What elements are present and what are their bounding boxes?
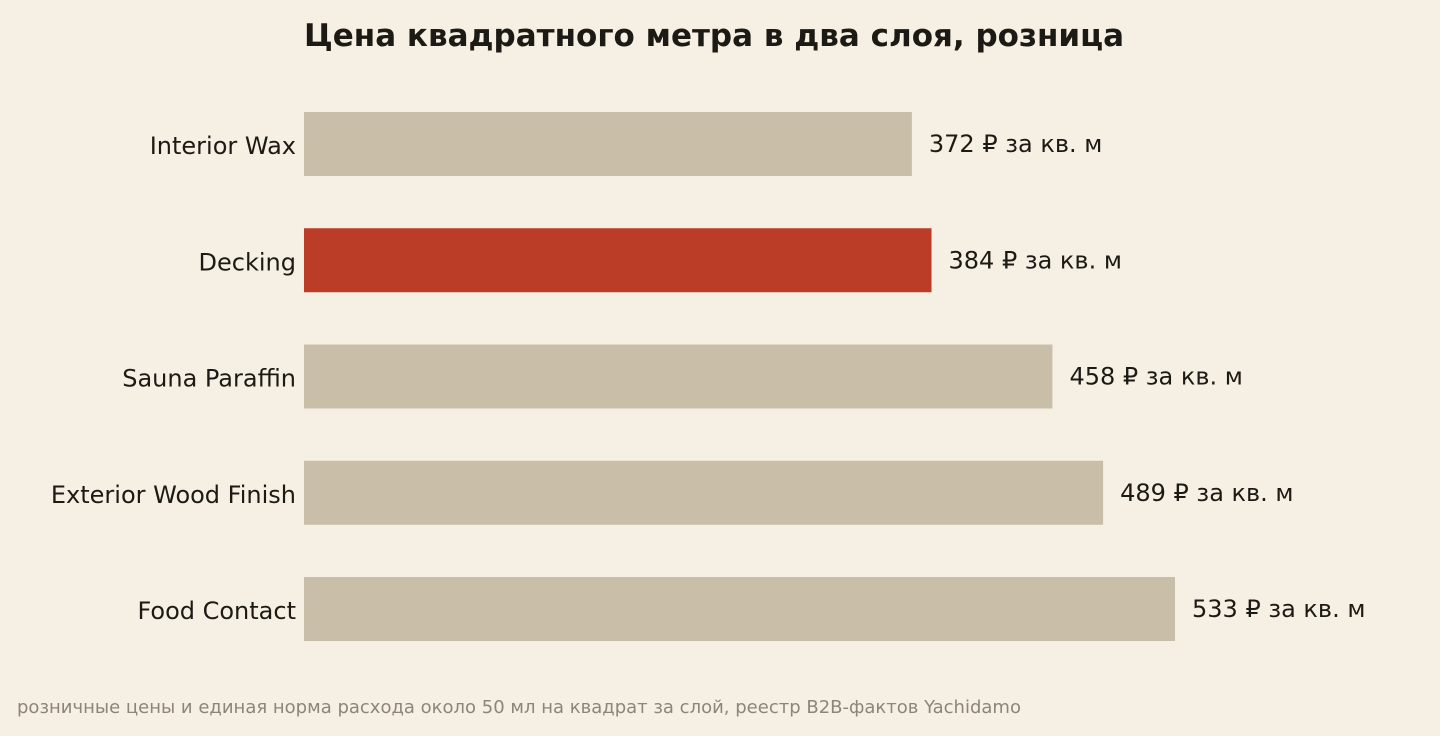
value-label: 372 ₽ за кв. м [929, 130, 1102, 158]
category-label: Exterior Wood Finish [51, 481, 296, 509]
chart-source-note: розничные цены и единая норма расхода ок… [17, 697, 1021, 718]
bar-food-contact [304, 577, 1175, 641]
chart-title: Цена квадратного метра в два слоя, розни… [304, 18, 1125, 54]
bar-decking [304, 228, 932, 293]
bars-group: Interior Wax 372 ₽ за кв. м Decking 384 ₽ з… [51, 112, 1365, 641]
category-label: Sauna Paraffin [122, 365, 296, 393]
bar-interior-wax [304, 112, 912, 176]
value-label: 458 ₽ за кв. м [1069, 363, 1242, 391]
value-label: 533 ₽ за кв. м [1192, 595, 1365, 623]
category-label: Decking [199, 248, 296, 276]
bar-sauna-paraffin [304, 344, 1053, 409]
category-label: Interior Wax [150, 132, 296, 160]
value-label: 489 ₽ за кв. м [1120, 479, 1293, 507]
category-label: Food Contact [137, 597, 296, 625]
bar-exterior-wood-finish [304, 460, 1104, 525]
value-label: 384 ₽ за кв. м [949, 246, 1122, 274]
